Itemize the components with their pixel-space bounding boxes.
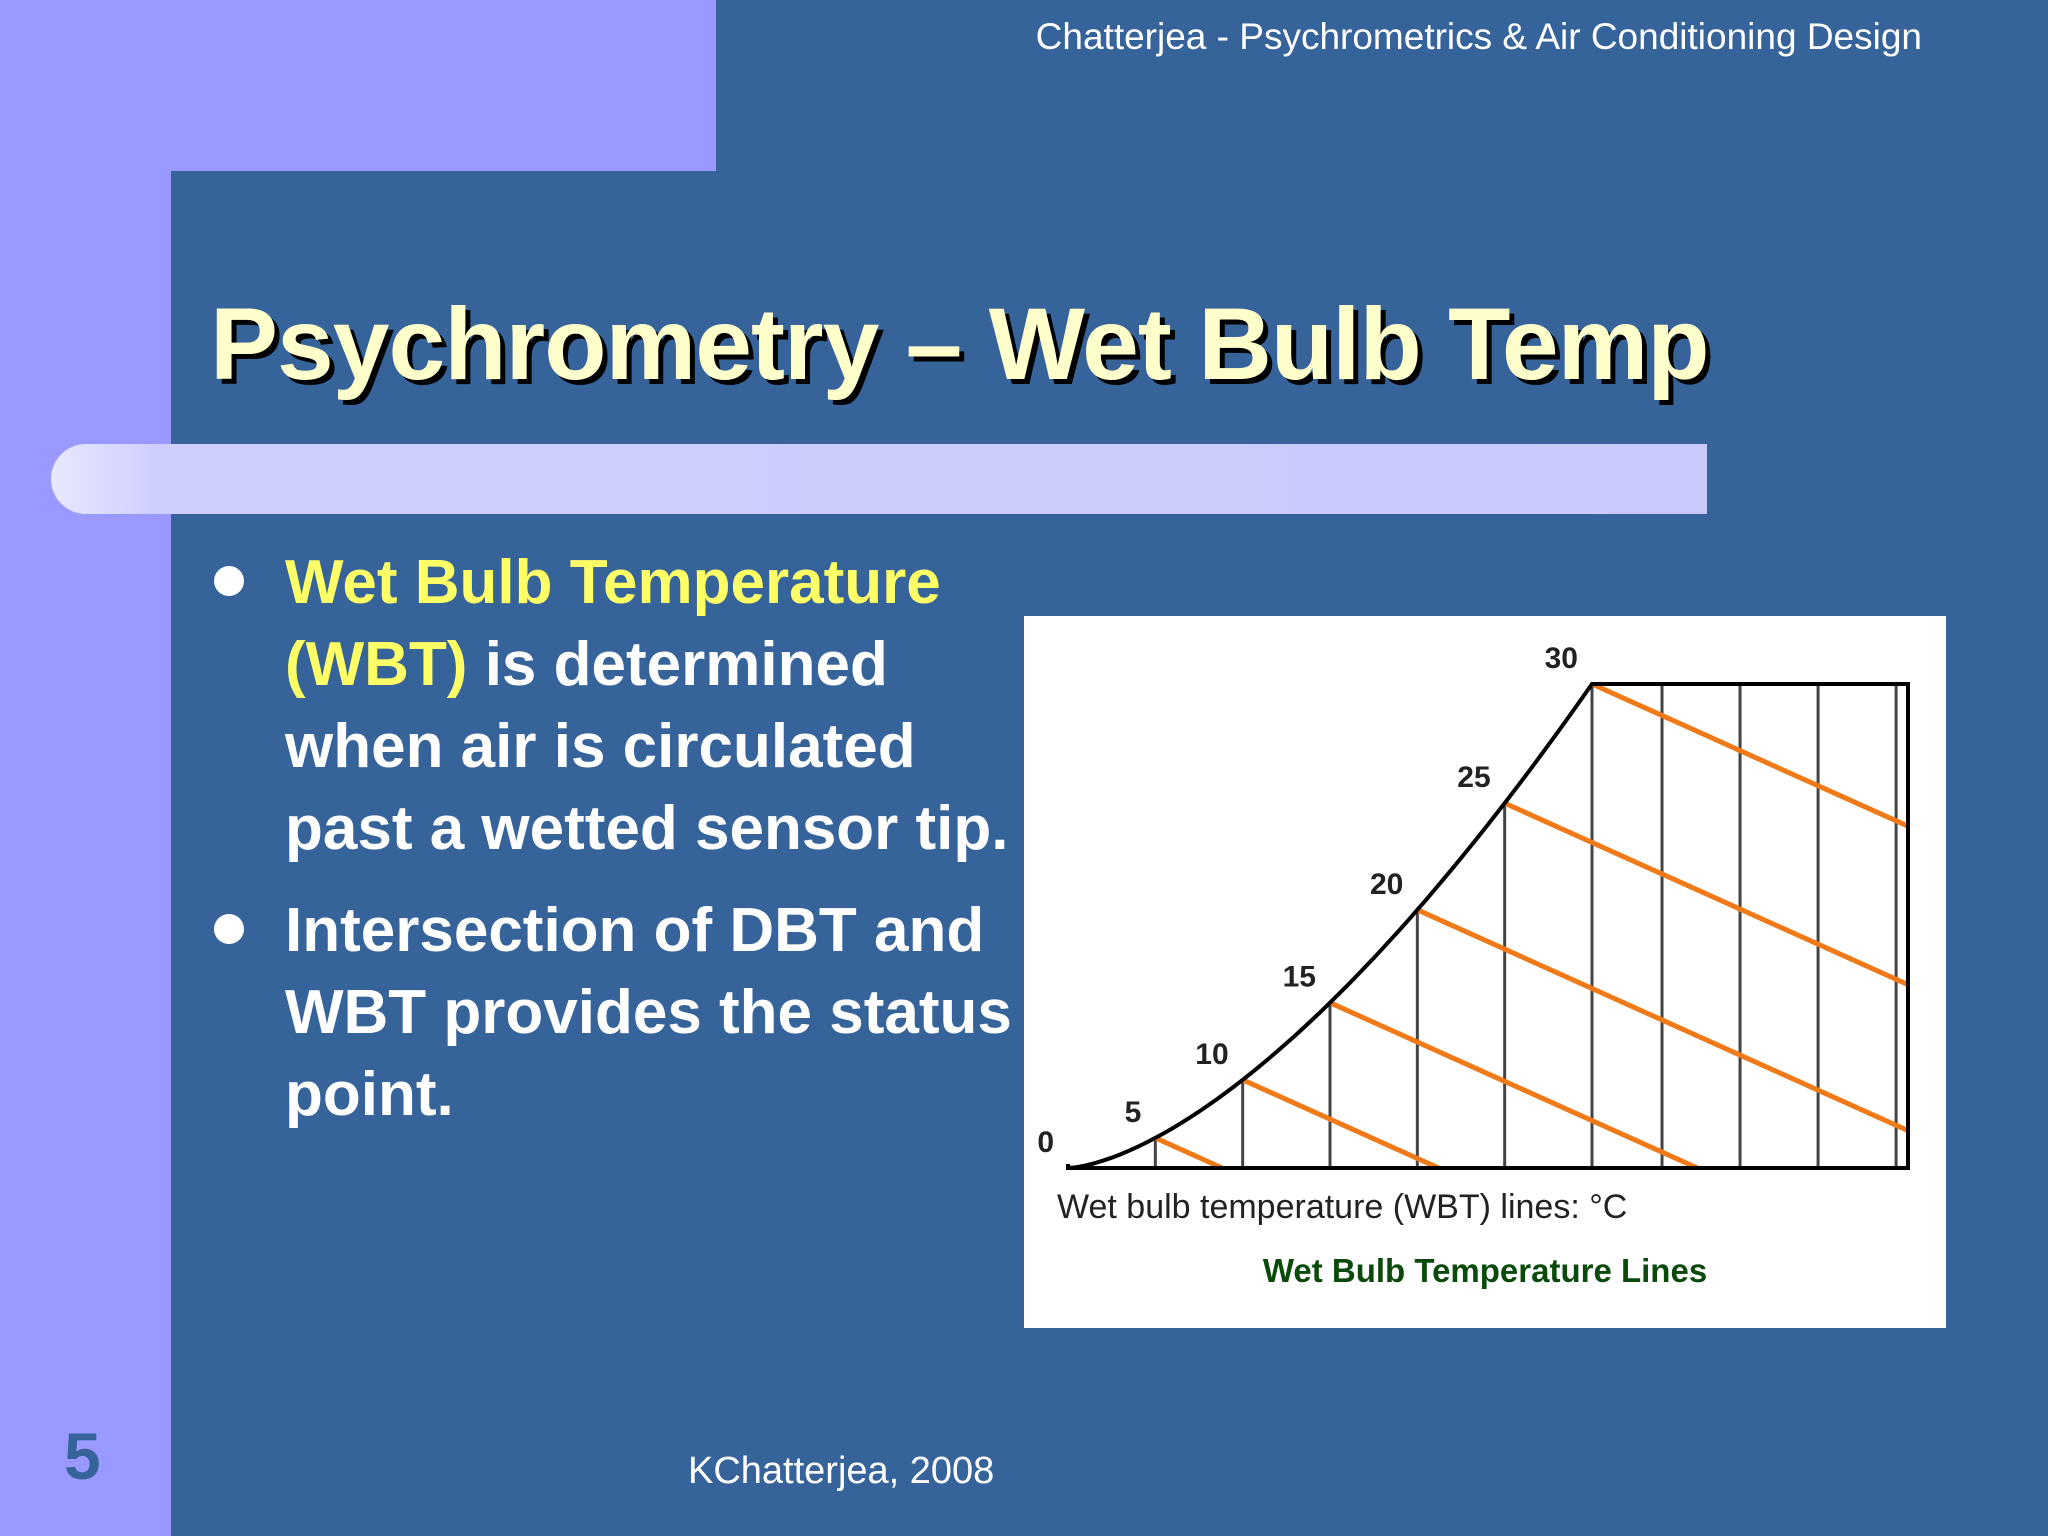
slide-title: Psychrometry – Wet Bulb Temp: [210, 287, 1710, 401]
bullet-icon: [214, 566, 244, 596]
bullet-text: Intersection of DBT and WBT provides the…: [285, 896, 1012, 1129]
bullet-list: Wet Bulb Temperature (WBT) is determined…: [210, 542, 1030, 1156]
bullet-item-wbt-definition: Wet Bulb Temperature (WBT) is determined…: [210, 542, 1030, 870]
wbt-value-labels: 0 5 10 15 20 25 30: [1037, 642, 1578, 1159]
top-accent-band: [0, 0, 716, 171]
chart-frame: [1066, 682, 1910, 1170]
title-divider-bar: [51, 444, 1707, 514]
wbt-value-label: 5: [1125, 1096, 1142, 1129]
dbt-grid-lines: [1153, 684, 1898, 1168]
wbt-line: [1503, 800, 1910, 987]
wbt-line: [1154, 1135, 1224, 1171]
wbt-axis-caption: Wet bulb temperature (WBT) lines: °C: [1057, 1188, 1627, 1226]
wbt-value-label: 0: [1037, 1126, 1054, 1159]
wbt-value-label: 15: [1283, 961, 1316, 994]
bullet-highlight: Wet Bulb Temperature (WBT): [285, 548, 941, 699]
left-accent-band: [0, 0, 171, 1536]
wbt-value-label: 30: [1545, 642, 1578, 675]
wbt-chart-svg: 0 5 10 15 20 25 30 Wet bulb temperature (WBT) …: [1037, 642, 1910, 1289]
wbt-value-label: 10: [1195, 1038, 1228, 1071]
page-number: 5: [64, 1419, 101, 1493]
bullet-text: is determined when air is circulated pas…: [285, 630, 1009, 863]
wbt-value-label: 25: [1457, 761, 1490, 794]
wbt-line: [1416, 907, 1910, 1133]
wbt-lines-figure: 0 5 10 15 20 25 30 Wet bulb temperature (WBT) …: [1024, 616, 1946, 1328]
wbt-line: [1241, 1077, 1440, 1171]
bullet-icon: [214, 914, 244, 944]
wbt-lines-group: [1154, 681, 1910, 1171]
figure-caption: Wet Bulb Temperature Lines: [1263, 1252, 1707, 1289]
wbt-value-label: 20: [1370, 868, 1403, 901]
footer-author: KChatterjea, 2008: [688, 1450, 995, 1492]
wbt-line: [1590, 681, 1910, 829]
saturation-curve: [1067, 682, 1608, 1170]
slide-header: Chatterjea - Psychrometrics & Air Condit…: [1035, 16, 1922, 57]
wbt-line: [1328, 1000, 1699, 1171]
bullet-item-status-point: Intersection of DBT and WBT provides the…: [210, 890, 1030, 1136]
